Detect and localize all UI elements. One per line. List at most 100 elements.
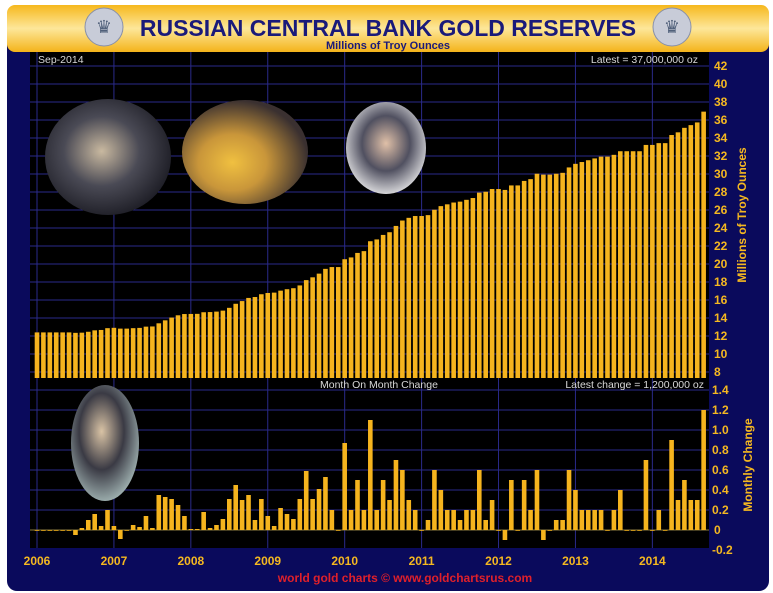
reserve-bar — [419, 216, 424, 378]
latest-level-annotation: Latest = 37,000,000 oz — [591, 54, 698, 66]
reserve-bar — [566, 167, 572, 378]
reserve-bar — [348, 257, 354, 378]
reserve-bar — [380, 234, 386, 378]
change-bar — [284, 514, 290, 530]
reserve-bar — [406, 217, 412, 378]
latest-change-annotation: Latest change = 1,200,000 oz — [565, 379, 704, 391]
reserve-bar — [233, 303, 239, 378]
reserve-bar — [297, 285, 303, 378]
change-bar — [694, 500, 700, 530]
reserve-bar — [643, 144, 649, 378]
change-bar — [156, 495, 162, 530]
reserve-bar — [701, 111, 706, 378]
y-tick-label: 42 — [714, 59, 728, 73]
change-bar — [650, 530, 655, 531]
reserve-bar — [66, 332, 72, 378]
change-bar — [496, 530, 501, 531]
change-bar — [624, 530, 630, 531]
reserve-bar — [669, 135, 674, 378]
reserve-bar — [618, 151, 623, 378]
reserve-bar — [259, 294, 264, 378]
reserve-bar — [464, 199, 469, 378]
reserve-bar — [592, 158, 597, 378]
reserve-bar — [310, 277, 315, 378]
reserve-bar — [361, 251, 367, 378]
change-bar — [675, 500, 681, 530]
change-bar — [393, 460, 399, 530]
change-bar — [98, 526, 104, 530]
photo-medvedev — [346, 102, 426, 194]
change-bar — [60, 530, 65, 531]
change-bar — [73, 530, 78, 535]
reserve-bar — [323, 268, 328, 378]
change-bar — [521, 480, 527, 530]
reserve-bar — [605, 156, 610, 378]
change-bar — [611, 510, 617, 530]
change-bar — [239, 500, 245, 530]
change-bar — [643, 460, 649, 530]
y-tick-label: 36 — [714, 113, 728, 127]
change-bar — [630, 530, 636, 531]
change-bar — [438, 490, 444, 530]
chart-title: RUSSIAN CENTRAL BANK GOLD RESERVES — [140, 15, 636, 41]
x-tick-label: 2014 — [639, 554, 666, 568]
change-bar — [566, 470, 572, 530]
reserve-bar — [329, 267, 335, 378]
y-tick-label: 30 — [714, 167, 728, 181]
reserve-bar — [611, 154, 617, 378]
reserve-bar — [118, 328, 123, 378]
reserve-bar — [98, 329, 104, 378]
reserve-bar — [368, 241, 373, 378]
footer-credit: world gold charts © www.goldchartsrus.co… — [277, 571, 532, 585]
reserve-bar — [483, 191, 488, 378]
reserve-bar — [182, 314, 187, 378]
reserve-bar — [624, 151, 630, 378]
change-bar — [701, 410, 706, 530]
reserve-bar — [246, 297, 251, 378]
reserve-bar — [444, 204, 450, 378]
bottom-y-axis: 1.4 1.2 1.0 0.8 0.6 0.4 0.2 0 -0.2 — [712, 383, 733, 557]
y-tick-label: 1.0 — [712, 423, 729, 437]
change-bar — [227, 499, 232, 530]
reserve-bar — [573, 163, 578, 378]
reserve-bar — [432, 209, 437, 378]
reserve-bar — [34, 332, 40, 378]
reserve-bar — [451, 202, 456, 378]
reserve-bar — [682, 127, 687, 378]
y-tick-label: 24 — [714, 221, 728, 235]
change-bar — [259, 499, 264, 530]
change-bar — [585, 510, 591, 530]
reserve-bar — [528, 179, 533, 378]
change-bar — [316, 489, 322, 530]
x-tick-label: 2010 — [331, 554, 358, 568]
reserve-bar — [387, 232, 392, 378]
change-bar — [560, 520, 565, 530]
change-bar — [528, 510, 533, 530]
y-tick-label: 0.8 — [712, 443, 729, 457]
reserve-bar — [79, 332, 85, 378]
change-bars — [30, 410, 709, 540]
reserve-bar — [284, 289, 290, 378]
y-tick-label: 0.4 — [712, 483, 729, 497]
change-bar — [605, 530, 610, 531]
reserve-bar — [541, 174, 546, 378]
reserve-bar — [675, 132, 681, 378]
change-bar — [265, 516, 271, 530]
reserve-bar — [92, 330, 97, 378]
photo-gold-bar-officials — [182, 100, 308, 204]
eagle-icon: ♛ — [664, 17, 680, 37]
y-tick-label: 0 — [714, 523, 721, 537]
reserve-bar — [278, 290, 283, 378]
change-bar — [470, 510, 476, 530]
change-bar — [214, 525, 219, 530]
date-label: Sep-2014 — [38, 54, 84, 66]
reserve-bar — [688, 125, 694, 378]
change-bar — [419, 530, 424, 531]
y-tick-label: 0.6 — [712, 463, 729, 477]
change-bar — [150, 528, 155, 530]
reserve-bar — [194, 313, 200, 378]
change-bar — [662, 530, 668, 531]
change-bar — [483, 520, 488, 530]
top-y-axis-label: Millions of Troy Ounces — [735, 147, 749, 283]
